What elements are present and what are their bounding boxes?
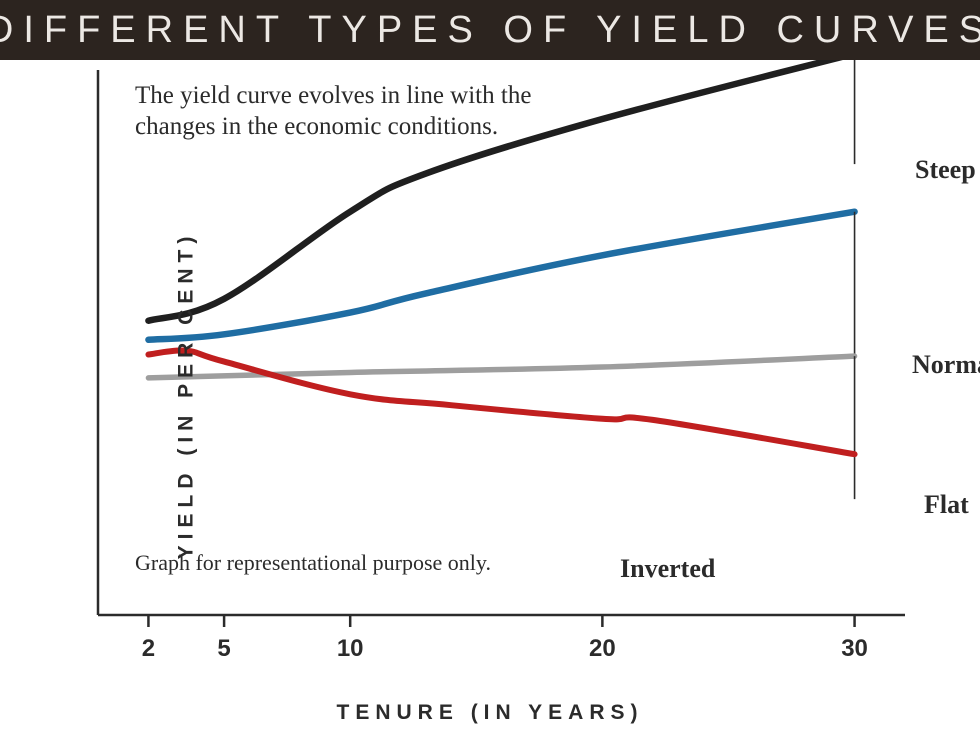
x-tick-label: 20: [589, 635, 616, 663]
x-axis-label: TENURE (IN YEARS): [337, 701, 644, 725]
chart-svg: [0, 60, 980, 730]
series-label-inverted: Inverted: [620, 554, 715, 584]
x-tick-label: 5: [217, 635, 230, 663]
series-normal: [148, 212, 854, 340]
x-tick-label: 10: [337, 635, 364, 663]
x-tick-label: 30: [841, 635, 868, 663]
series-label-normal: Normal: [912, 350, 980, 380]
chart-title: DIFFERENT TYPES OF YIELD CURVES: [0, 9, 980, 52]
plot-wrap: YIELD (IN PER CENT) TENURE (IN YEARS) Th…: [0, 60, 980, 730]
title-bar: DIFFERENT TYPES OF YIELD CURVES: [0, 0, 980, 60]
chart-footnote: Graph for representational purpose only.: [135, 550, 491, 576]
series-label-steep: Steep: [915, 155, 976, 185]
x-tick-label: 2: [142, 635, 155, 663]
y-axis-label: YIELD (IN PER CENT): [174, 231, 198, 560]
series-label-flat: Flat: [924, 490, 969, 520]
series-inverted: [148, 350, 854, 454]
page-root: DIFFERENT TYPES OF YIELD CURVES YIELD (I…: [0, 0, 980, 737]
chart-subtitle: The yield curve evolves in line with the…: [135, 80, 531, 143]
